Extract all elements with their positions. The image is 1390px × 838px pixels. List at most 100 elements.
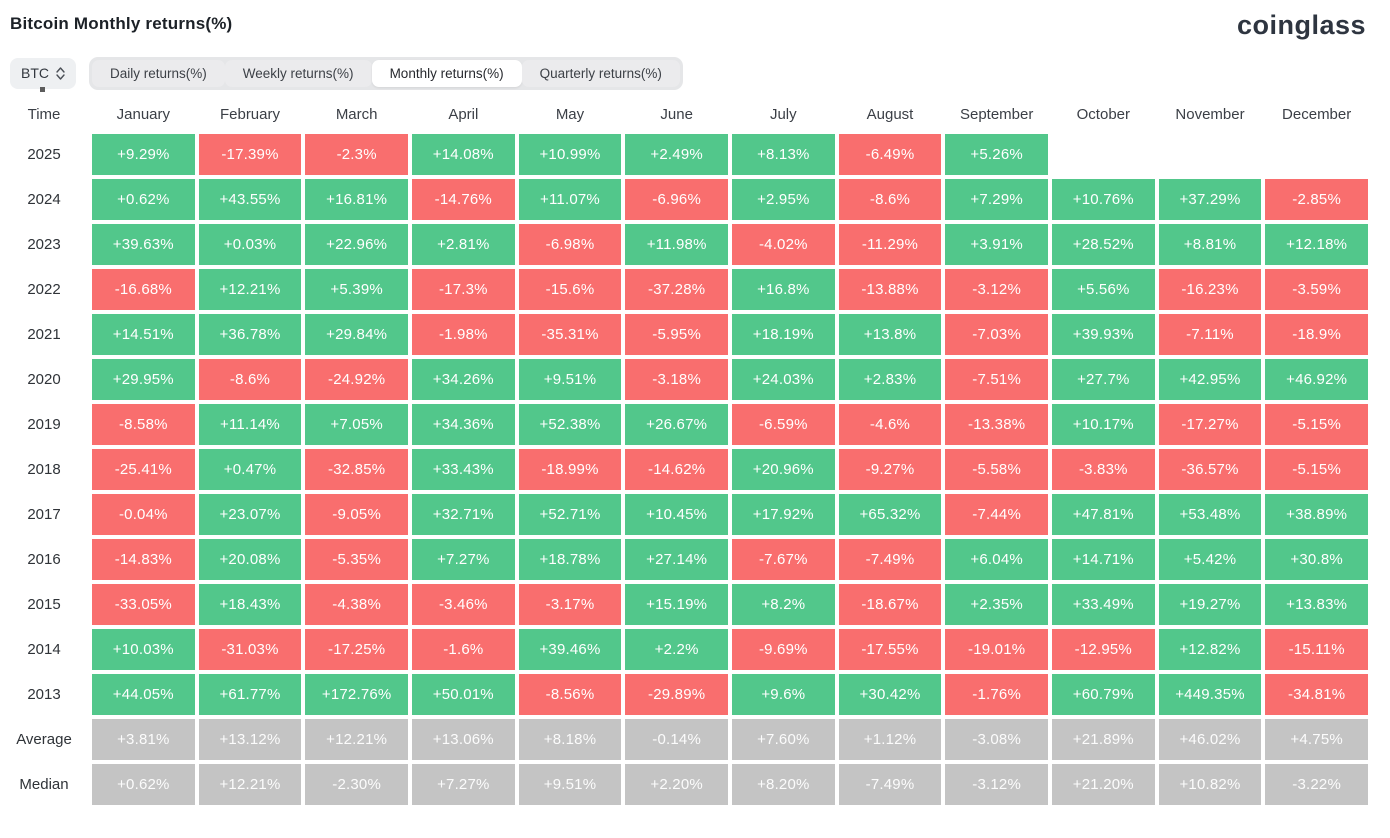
return-cell-2015-october: +33.49% (1051, 584, 1155, 625)
return-cell-median-march: -2.30% (305, 764, 408, 805)
return-cell-average-august: +1.12% (838, 719, 942, 760)
return-cell-2024-october: +10.76% (1051, 179, 1155, 220)
return-cell-2014-january: +10.03% (92, 629, 195, 670)
return-cell-2021-july: +18.19% (731, 314, 835, 355)
return-cell-2018-july: +20.96% (731, 449, 835, 490)
return-cell-2021-november: -7.11% (1158, 314, 1262, 355)
return-cell-2015-november: +19.27% (1158, 584, 1262, 625)
return-cell-2024-february: +43.55% (198, 179, 302, 220)
row-label-2023: 2023 (27, 236, 61, 253)
coin-selector-label: BTC (21, 65, 49, 81)
return-cell-2017-december: +38.89% (1265, 494, 1368, 535)
return-cell-2024-august: -8.6% (838, 179, 942, 220)
return-cell-2016-february: +20.08% (198, 539, 302, 580)
return-cell-2016-may: +18.78% (518, 539, 622, 580)
return-cell-2017-april: +32.71% (411, 494, 515, 535)
return-cell-2018-september: -5.58% (945, 449, 1048, 490)
return-cell-average-november: +46.02% (1158, 719, 1262, 760)
return-cell-2018-january: -25.41% (92, 449, 195, 490)
return-cell-2015-january: -33.05% (92, 584, 195, 625)
return-cell-2022-may: -15.6% (518, 269, 622, 310)
return-cell-2013-june: -29.89% (625, 674, 728, 715)
month-header-november: November (1175, 105, 1245, 123)
return-cell-2020-april: +34.26% (411, 359, 515, 400)
return-cell-2021-april: -1.98% (411, 314, 515, 355)
row-label-2016: 2016 (27, 551, 61, 568)
return-cell-2024-april: -14.76% (411, 179, 515, 220)
return-cell-2022-june: -37.28% (625, 269, 728, 310)
page-title: Bitcoin Monthly returns(%) (10, 14, 233, 33)
return-cell-2024-may: +11.07% (518, 179, 622, 220)
return-cell-2020-november: +42.95% (1158, 359, 1262, 400)
return-cell-2025-july: +8.13% (731, 134, 835, 175)
return-cell-2024-january: +0.62% (92, 179, 195, 220)
return-cell-median-november: +10.82% (1158, 764, 1262, 805)
return-cell-2019-june: +26.67% (625, 404, 728, 445)
return-cell-2022-january: -16.68% (92, 269, 195, 310)
return-cell-2019-may: +52.38% (518, 404, 622, 445)
return-cell-average-december: +4.75% (1265, 719, 1368, 760)
return-cell-2018-april: +33.43% (411, 449, 515, 490)
return-cell-2023-august: -11.29% (838, 224, 942, 265)
return-cell-2013-july: +9.6% (731, 674, 835, 715)
return-cell-2020-february: -8.6% (198, 359, 302, 400)
return-cell-2016-march: -5.35% (305, 539, 408, 580)
time-column-header: Time (27, 105, 61, 123)
return-cell-median-june: +2.20% (625, 764, 728, 805)
return-cell-2019-november: -17.27% (1158, 404, 1262, 445)
tab-monthly-returns[interactable]: Monthly returns(%) (371, 59, 522, 87)
return-cell-median-october: +21.20% (1051, 764, 1155, 805)
month-header-august: August (866, 105, 914, 123)
return-cell-2016-september: +6.04% (945, 539, 1048, 580)
return-cell-2020-july: +24.03% (731, 359, 835, 400)
tab-daily-returns[interactable]: Daily returns(%) (92, 59, 225, 87)
return-cell-2016-november: +5.42% (1158, 539, 1262, 580)
return-cell-2013-april: +50.01% (411, 674, 515, 715)
month-header-july: July (769, 105, 797, 123)
return-cell-2021-december: -18.9% (1265, 314, 1368, 355)
return-cell-2017-march: -9.05% (305, 494, 408, 535)
tab-quarterly-returns[interactable]: Quarterly returns(%) (521, 59, 680, 87)
return-cell-2024-july: +2.95% (731, 179, 835, 220)
return-cell-2013-may: -8.56% (518, 674, 622, 715)
month-header-may: May (555, 105, 585, 123)
return-cell-2023-february: +0.03% (198, 224, 302, 265)
return-cell-2013-october: +60.79% (1051, 674, 1155, 715)
row-label-2020: 2020 (27, 371, 61, 388)
return-cell-2024-june: -6.96% (625, 179, 728, 220)
return-cell-median-january: +0.62% (92, 764, 195, 805)
return-cell-2017-october: +47.81% (1051, 494, 1155, 535)
coin-selector[interactable]: BTC (10, 57, 76, 89)
return-cell-2023-july: -4.02% (731, 224, 835, 265)
month-header-march: March (335, 105, 378, 123)
row-label-2025: 2025 (27, 146, 61, 163)
return-cell-2020-december: +46.92% (1265, 359, 1368, 400)
return-cell-2017-january: -0.04% (92, 494, 195, 535)
return-cell-2015-february: +18.43% (198, 584, 302, 625)
row-label-2013: 2013 (27, 686, 61, 703)
return-cell-2021-january: +14.51% (92, 314, 195, 355)
return-cell-2019-april: +34.36% (411, 404, 515, 445)
return-cell-2020-march: -24.92% (305, 359, 408, 400)
empty-cell (1052, 134, 1155, 175)
row-label-2021: 2021 (27, 326, 61, 343)
return-cell-2023-september: +3.91% (945, 224, 1048, 265)
return-cell-median-february: +12.21% (198, 764, 302, 805)
return-cell-2014-april: -1.6% (411, 629, 515, 670)
row-label-2015: 2015 (27, 596, 61, 613)
return-cell-2016-june: +27.14% (625, 539, 728, 580)
tab-weekly-returns[interactable]: Weekly returns(%) (224, 59, 372, 87)
row-label-2022: 2022 (27, 281, 61, 298)
row-label-2019: 2019 (27, 416, 61, 433)
controls-row: BTC Daily returns(%) Weekly returns(%) Mon… (0, 52, 1390, 92)
return-cell-median-april: +7.27% (411, 764, 515, 805)
return-cell-2025-september: +5.26% (945, 134, 1048, 175)
return-cell-2014-august: -17.55% (838, 629, 942, 670)
return-cell-2017-november: +53.48% (1158, 494, 1262, 535)
return-cell-2019-october: +10.17% (1051, 404, 1155, 445)
return-cell-2018-may: -18.99% (518, 449, 622, 490)
return-cell-2023-november: +8.81% (1158, 224, 1262, 265)
row-label-2014: 2014 (27, 641, 61, 658)
return-cell-average-may: +8.18% (518, 719, 622, 760)
month-header-december: December (1282, 105, 1352, 123)
